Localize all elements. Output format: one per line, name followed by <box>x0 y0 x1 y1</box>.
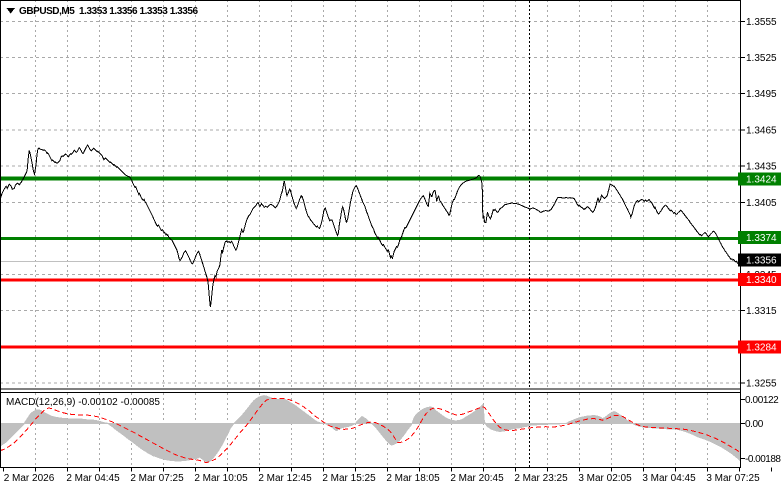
svg-text:GBPUSD,M5 1.3353 1.3356 1.335: GBPUSD,M5 1.3353 1.3356 1.3353 1.3356 <box>19 6 198 17</box>
svg-text:1.3465: 1.3465 <box>746 126 777 137</box>
svg-text:MACD(12,26,9) -0.00102 -0.0008: MACD(12,26,9) -0.00102 -0.00085 <box>6 397 160 408</box>
svg-text:2 Mar 10:05: 2 Mar 10:05 <box>194 473 248 484</box>
svg-text:1.3435: 1.3435 <box>746 162 777 173</box>
svg-text:-0.00188: -0.00188 <box>745 454 781 465</box>
svg-text:1.3284: 1.3284 <box>746 343 777 354</box>
svg-text:3 Mar 07:25: 3 Mar 07:25 <box>706 473 760 484</box>
svg-text:2 Mar 23:25: 2 Mar 23:25 <box>514 473 568 484</box>
svg-text:2 Mar 18:05: 2 Mar 18:05 <box>386 473 440 484</box>
svg-text:1.3374: 1.3374 <box>746 233 777 244</box>
svg-text:2 Mar 2026: 2 Mar 2026 <box>4 473 55 484</box>
svg-text:3 Mar 02:05: 3 Mar 02:05 <box>578 473 632 484</box>
svg-text:2 Mar 04:45: 2 Mar 04:45 <box>66 473 120 484</box>
svg-text:1.3495: 1.3495 <box>746 89 777 100</box>
svg-text:1.3555: 1.3555 <box>746 17 777 28</box>
svg-text:1.3356: 1.3356 <box>746 256 777 267</box>
svg-text:0.00122: 0.00122 <box>745 395 779 406</box>
svg-text:1.3340: 1.3340 <box>746 275 777 286</box>
svg-text:0.00: 0.00 <box>745 419 764 430</box>
svg-text:1.3255: 1.3255 <box>746 379 777 390</box>
svg-text:1.3405: 1.3405 <box>746 198 777 209</box>
svg-text:1.3424: 1.3424 <box>746 175 777 186</box>
svg-text:2 Mar 07:25: 2 Mar 07:25 <box>130 473 184 484</box>
svg-text:2 Mar 12:45: 2 Mar 12:45 <box>258 473 312 484</box>
svg-text:1.3315: 1.3315 <box>746 306 777 317</box>
svg-text:2 Mar 20:45: 2 Mar 20:45 <box>450 473 504 484</box>
svg-text:3 Mar 04:45: 3 Mar 04:45 <box>642 473 696 484</box>
svg-text:2 Mar 15:25: 2 Mar 15:25 <box>322 473 376 484</box>
svg-text:1.3525: 1.3525 <box>746 53 777 64</box>
